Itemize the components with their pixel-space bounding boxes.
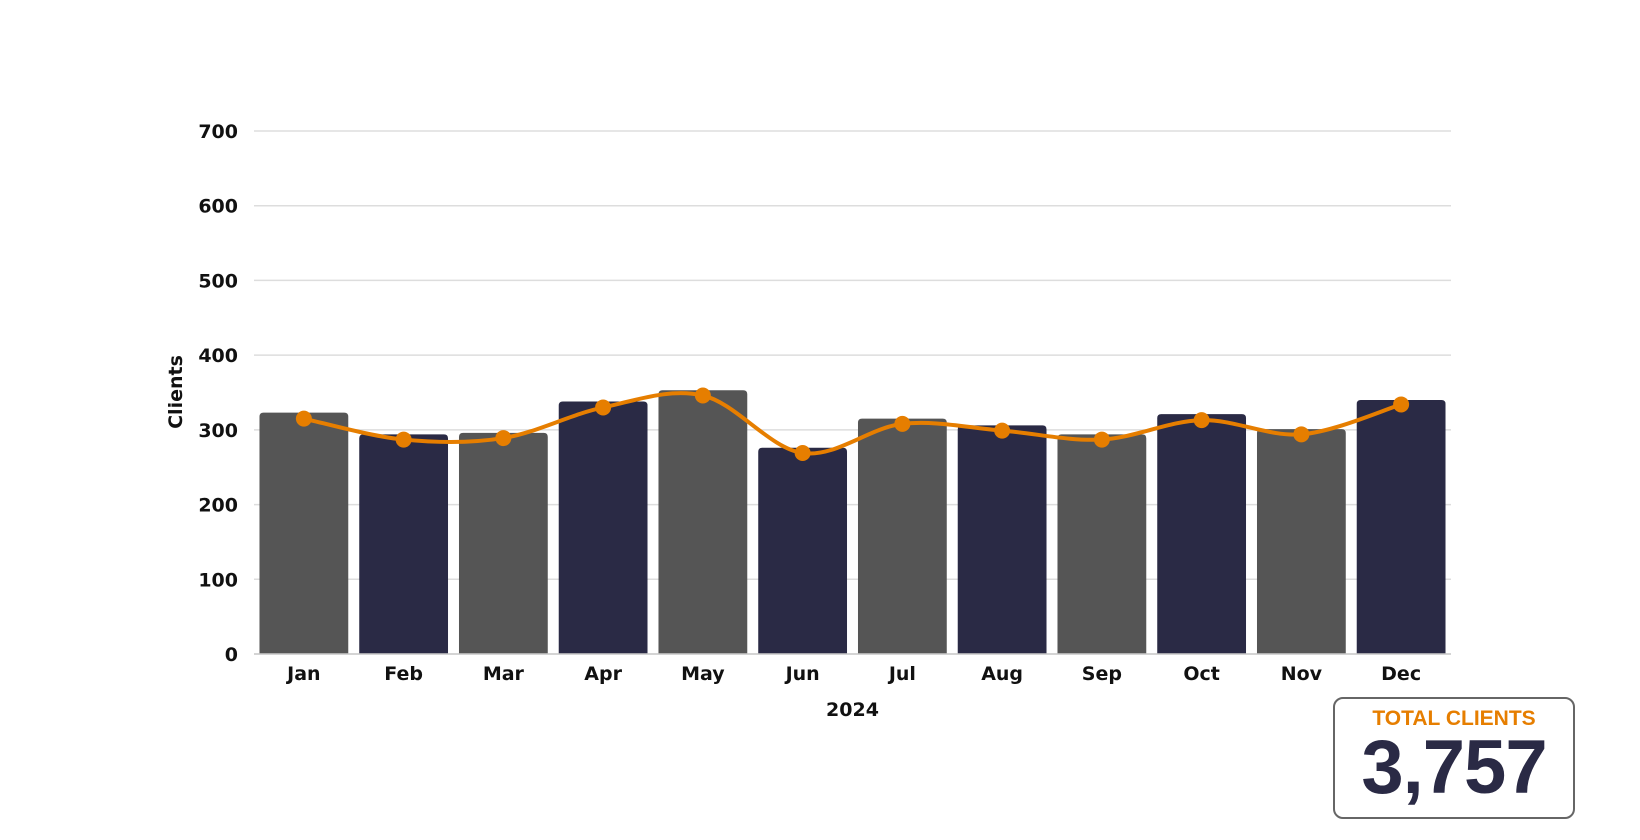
x-tick-label: Jan — [285, 663, 320, 685]
total-clients-label: TOTAL CLIENTS — [1372, 707, 1536, 730]
bar-feb — [359, 434, 449, 654]
x-tick-label: Sep — [1082, 663, 1122, 685]
line-point-aug — [994, 422, 1011, 439]
y-tick-label: 300 — [198, 420, 238, 442]
bar-dec — [1356, 399, 1446, 654]
x-tick-label: Apr — [584, 663, 622, 685]
total-clients-value: 3,757 — [1361, 725, 1547, 810]
line-point-may — [694, 387, 711, 404]
y-tick-label: 400 — [198, 345, 238, 367]
x-tick-label: Jun — [784, 663, 820, 685]
line-point-mar — [495, 430, 512, 447]
y-tick-label: 200 — [198, 495, 238, 517]
line-point-apr — [595, 399, 612, 416]
x-tick-label: Dec — [1381, 663, 1421, 685]
bar-aug — [957, 425, 1047, 654]
bar-apr — [558, 401, 648, 654]
bar-sep — [1057, 434, 1147, 654]
line-point-sep — [1093, 431, 1110, 448]
x-tick-label: Mar — [483, 663, 525, 685]
line-point-nov — [1293, 426, 1310, 443]
x-tick-label: May — [681, 663, 725, 685]
y-tick-label: 0 — [225, 644, 238, 666]
line-point-jun — [794, 445, 811, 462]
x-axis-title: 2024 — [826, 699, 879, 721]
line-point-oct — [1193, 412, 1210, 429]
bar-nov — [1256, 429, 1346, 654]
x-tick-label: Jul — [887, 663, 916, 685]
bar-oct — [1157, 414, 1247, 654]
y-tick-label: 500 — [198, 270, 238, 292]
line-point-jan — [295, 410, 312, 427]
y-axis-title: Clients — [165, 355, 187, 429]
y-tick-label: 100 — [198, 569, 238, 591]
x-tick-label: Oct — [1183, 663, 1220, 685]
bar-jul — [857, 418, 947, 654]
bar-may — [658, 390, 748, 654]
trend-line — [303, 391, 1402, 456]
bar-jun — [758, 447, 848, 654]
x-tick-label: Feb — [384, 663, 423, 685]
x-tick-label: Aug — [981, 663, 1023, 685]
line-point-dec — [1393, 396, 1410, 413]
y-tick-label: 600 — [198, 196, 238, 218]
x-tick-label: Nov — [1281, 663, 1323, 685]
line-point-jul — [894, 415, 911, 432]
bar-mar — [458, 432, 548, 654]
total-clients-card: TOTAL CLIENTS 3,757 — [1333, 697, 1575, 819]
bar-jan — [259, 412, 349, 654]
line-point-feb — [395, 431, 412, 448]
y-tick-label: 700 — [198, 121, 238, 143]
